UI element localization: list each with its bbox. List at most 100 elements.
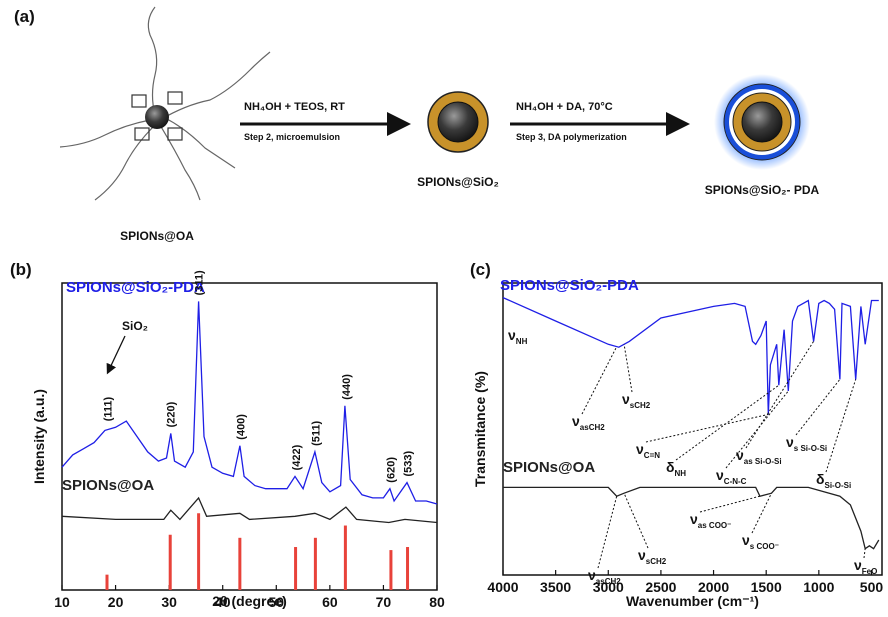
band-label: νas Si-O-Si: [736, 447, 782, 466]
peak-label: (111): [103, 396, 115, 421]
band-symbol: ν: [638, 547, 646, 563]
x-tick-label: 10: [54, 594, 70, 610]
band-subscript: s Si-O-Si: [794, 444, 827, 453]
band-label: νsCH2: [622, 391, 651, 410]
band-subscript: FeO: [862, 567, 878, 576]
x-tick-label: 60: [322, 594, 338, 610]
y-axis-label: Intensity (a.u.): [31, 389, 47, 484]
reference-peak: [389, 550, 392, 590]
series-label: SPIONs@SiO₂-PDA: [500, 277, 639, 294]
leader-line: [598, 496, 617, 568]
plot-frame: [503, 283, 882, 575]
x-tick-label: 30: [161, 594, 177, 610]
leader-line: [646, 414, 768, 442]
band-symbol: ν: [716, 467, 724, 483]
reference-peak: [294, 547, 297, 590]
band-subscript: as COO⁻: [698, 521, 732, 530]
leader-line: [826, 379, 856, 472]
band-label: νasCH2: [572, 413, 605, 432]
x-tick-label: 4000: [487, 579, 518, 595]
band-subscript: C-N-C: [724, 477, 747, 486]
leader-line: [746, 341, 814, 448]
band-subscript: NH: [516, 337, 528, 346]
step-reagents: NH₄OH + DA, 70°C: [516, 101, 613, 113]
pda-particle: [714, 74, 810, 170]
band-subscript: sCH2: [646, 557, 667, 566]
step-name: Step 3, DA polymerization: [516, 132, 627, 142]
band-symbol: δ: [666, 459, 675, 475]
step-reagents: NH₄OH + TEOS, RT: [244, 101, 345, 113]
band-symbol: ν: [572, 413, 580, 429]
plot-frame: [62, 283, 437, 590]
peak-label: (220): [166, 401, 178, 427]
leader-line: [752, 493, 771, 533]
band-label: νsCH2: [638, 547, 667, 566]
leader-line: [676, 385, 779, 460]
band-label: δSi-O-Si: [816, 471, 851, 490]
reference-peak: [238, 538, 241, 590]
band-label: νFeO: [854, 557, 877, 576]
peak-label: (620): [385, 457, 397, 483]
sio2-particle: [428, 92, 488, 152]
annotation: SiO₂: [122, 319, 148, 333]
band-symbol: ν: [636, 441, 644, 457]
band-label: δNH: [666, 459, 686, 478]
band-label: νNH: [508, 327, 528, 346]
band-symbol: ν: [690, 511, 698, 527]
band-symbol: ν: [854, 557, 862, 573]
y-axis-label: Transmitance (%): [472, 371, 488, 487]
panel-label: (c): [470, 260, 491, 279]
band-subscript: C=N: [644, 451, 660, 460]
spectrum-line: [503, 298, 879, 415]
band-symbol: ν: [786, 434, 794, 450]
reference-peak: [344, 526, 347, 590]
scheme-label: SPIONs@SiO₂: [417, 175, 499, 189]
band-subscript: NH: [675, 469, 687, 478]
series-label: SPIONs@OA: [62, 477, 154, 494]
peak-label: (311): [194, 270, 206, 295]
band-subscript: as Si-O-Si: [744, 457, 782, 466]
spectrum-line: [62, 301, 437, 504]
panel-label: (a): [14, 7, 35, 26]
step-name: Step 2, microemulsion: [244, 132, 340, 142]
band-subscript: Si-O-Si: [825, 481, 852, 490]
band-symbol: ν: [742, 532, 750, 548]
band-label: νC=N: [636, 441, 660, 460]
oa-particle: [60, 7, 270, 200]
band-label: νs COO⁻: [742, 532, 779, 551]
peak-label: (511): [310, 420, 322, 445]
figure: (a) SPIONs@OA NH₄OH + TEOS, RT Step 2, m…: [0, 0, 888, 612]
band-label: νC-N-C: [716, 467, 747, 486]
x-tick-label: 500: [860, 579, 884, 595]
leader-line: [864, 549, 865, 558]
band-symbol: δ: [816, 471, 825, 487]
x-axis-label: Wavenumber (cm⁻¹): [626, 593, 759, 609]
band-label: νs Si-O-Si: [786, 434, 827, 453]
leader-line: [796, 379, 840, 435]
leader-line: [700, 496, 760, 512]
band-label: νas COO⁻: [690, 511, 731, 530]
band-symbol: ν: [508, 327, 516, 343]
leader-line: [624, 344, 632, 392]
series-label: SPIONs@OA: [503, 459, 595, 476]
series-label: SPIONs@SiO₂-PDA: [66, 279, 205, 296]
peak-label: (440): [341, 374, 353, 400]
x-tick-label: 80: [429, 594, 445, 610]
leader-line: [582, 347, 617, 414]
band-subscript: asCH2: [596, 577, 621, 586]
panel-label: (b): [10, 260, 32, 279]
peak-label: (400): [235, 414, 247, 440]
annotation-arrow: [108, 336, 125, 372]
band-symbol: ν: [736, 447, 744, 463]
reference-peak: [169, 535, 172, 590]
band-symbol: ν: [622, 391, 630, 407]
reference-peak: [106, 575, 109, 590]
scheme-label: SPIONs@OA: [120, 229, 194, 243]
band-subscript: sCH2: [630, 401, 651, 410]
band-subscript: s COO⁻: [750, 542, 779, 551]
x-tick-label: 20: [108, 594, 124, 610]
x-tick-label: 70: [376, 594, 392, 610]
leader-line: [624, 493, 648, 548]
band-symbol: ν: [588, 567, 596, 583]
